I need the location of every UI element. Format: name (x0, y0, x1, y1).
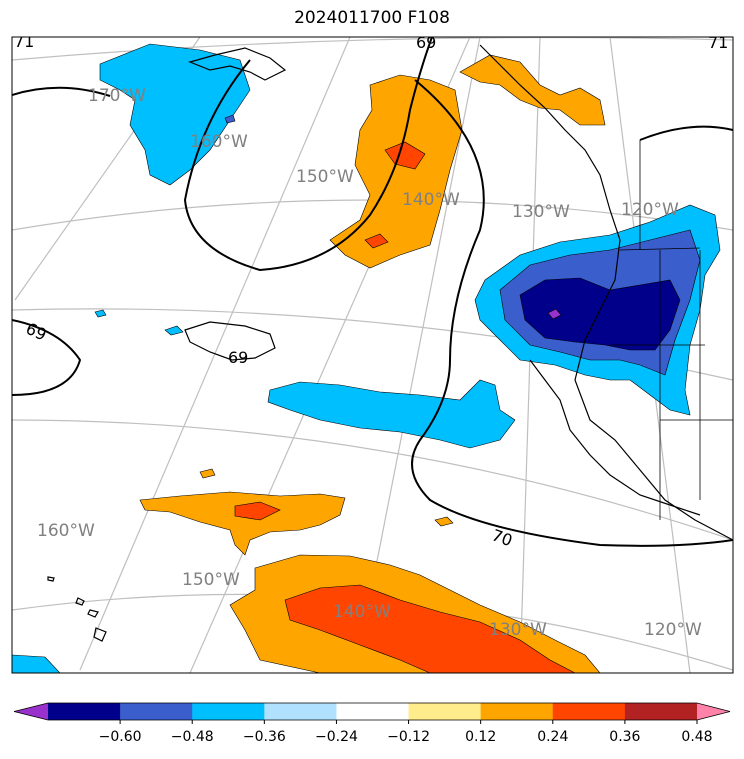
colorbar-segment (336, 703, 410, 720)
contour-line-69-loop (12, 319, 82, 396)
field-fills (12, 43, 721, 673)
colorbar-segment (48, 703, 121, 720)
contour-label-69-top: 69 (416, 33, 436, 52)
lon-label-150w-bottom: 150°W (182, 570, 240, 590)
map-frame (11, 36, 734, 674)
contour-line-71-left (12, 86, 111, 97)
colorbar-tick-label: −0.36 (243, 729, 286, 745)
contour-lines (12, 37, 733, 547)
coast-hawaii-3 (93, 627, 107, 642)
lon-label-120w-bottom: 120°W (644, 620, 702, 640)
lon-label-160w-bottom: 160°W (37, 521, 95, 541)
contour-label-69-center: 69 (228, 348, 248, 367)
fill-orange-small-2 (434, 516, 454, 527)
contour-line-70 (411, 79, 733, 547)
coast-alaska (188, 47, 287, 81)
lon-label-140w-bottom: 140°W (333, 602, 391, 622)
contour-line-69-north (183, 37, 433, 272)
fill-orange-gulf (329, 74, 463, 269)
fill-ored-lower (234, 501, 281, 521)
lon-label-150w-top: 150°W (296, 167, 354, 187)
fill-sky-central (267, 379, 516, 449)
fill-ored-bottom (284, 584, 576, 673)
lon-label-160w-top: 160°W (190, 132, 248, 152)
map-title: 2024011700 F108 (294, 8, 450, 28)
colorbar-tick-label: 0.12 (465, 729, 496, 745)
graticule-labels: 170°W 160°W 150°W 140°W 130°W 120°W 160°… (37, 86, 702, 640)
fill-navy-pnw (519, 277, 681, 351)
borders (610, 140, 733, 520)
colorbar-segment (264, 703, 337, 720)
colorbar-segment (624, 703, 698, 720)
lon-label-140w-top: 140°W (402, 190, 460, 210)
coast-island-center (184, 321, 276, 361)
colorbar-segment (408, 703, 482, 720)
colorbar-extend-max (697, 703, 730, 720)
contour-label-69-left: 69 (23, 319, 49, 345)
colorbar-tick-label: −0.12 (387, 729, 430, 745)
colorbar-tick-label: 0.24 (537, 729, 568, 745)
fill-orange-bc (459, 54, 606, 126)
coast-na-west (479, 44, 733, 541)
lon-label-130w-top: 130°W (512, 202, 570, 222)
colorbar-segment (120, 703, 193, 720)
fill-sky-alaska (99, 43, 251, 186)
fill-royal-alaska (224, 114, 236, 124)
colorbar-tick-label: 0.36 (609, 729, 640, 745)
colorbar-tick-label: −0.48 (171, 729, 214, 745)
fill-sky-small-1 (164, 325, 184, 336)
fill-purple-pnw (547, 308, 562, 320)
colorbar-extend-min (14, 703, 48, 720)
lon-label-170w-top: 170°W (88, 86, 146, 106)
colorbar-segment (480, 703, 554, 720)
colorbar-tick-label: 0.48 (681, 729, 712, 745)
colorbar-segment (192, 703, 265, 720)
contour-label-71-left: 71 (14, 32, 34, 51)
colorbar-segment (552, 703, 626, 720)
fill-orange-small-1 (199, 468, 216, 479)
colorbar-outline (13, 702, 731, 721)
colorbar-tick-label: −0.24 (315, 729, 358, 745)
colorbar-tick-label: −0.60 (99, 729, 142, 745)
contour-line-71-right (639, 125, 733, 141)
fill-sky-small-bottomleft (12, 654, 61, 673)
coast-hawaii-1 (75, 597, 85, 606)
coast-small-1 (47, 576, 55, 582)
lon-label-120w-top: 120°W (621, 200, 679, 220)
lon-label-130w-bottom: 130°W (489, 620, 547, 640)
map-area: 170°W 160°W 150°W 140°W 130°W 120°W 160°… (12, 32, 733, 673)
coast-hawaii-2 (87, 609, 99, 618)
colorbar: −0.60 −0.48 −0.36 −0.24 −0.12 0.12 0.24 0.36 0.4… (13, 702, 731, 745)
contour-label-71-right: 71 (708, 33, 728, 52)
fill-ored-gulf2 (364, 233, 389, 249)
fill-sky-small-2 (94, 309, 107, 318)
fill-orange-lower (139, 491, 346, 556)
